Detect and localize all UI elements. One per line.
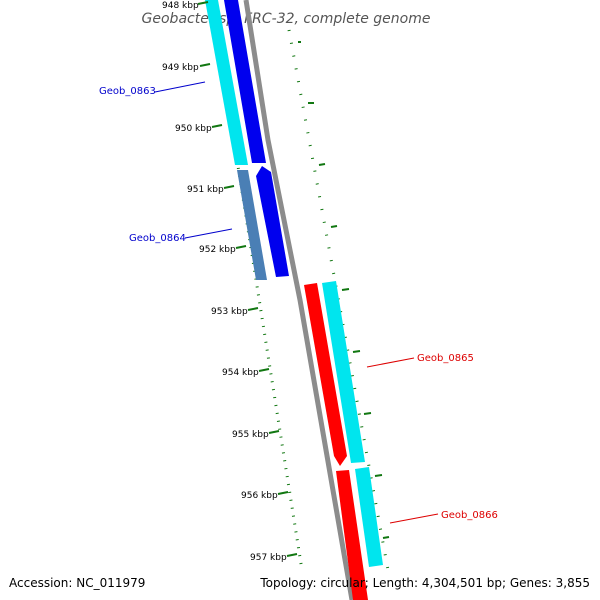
gene-label-0865[interactable]: Geob_0865 <box>417 353 474 364</box>
tick-mark <box>352 350 361 353</box>
tick-mark <box>211 124 223 128</box>
tick-label: 957 kbp <box>250 553 287 563</box>
gene-arrow-0865 <box>304 283 347 466</box>
tick-mark <box>199 63 211 67</box>
tick-label: 955 kbp <box>232 430 269 440</box>
leader-line-0865 <box>366 357 415 368</box>
gene-label-0863[interactable]: Geob_0863 <box>99 86 156 97</box>
tick-mark <box>341 288 350 291</box>
tick-mark <box>277 491 289 495</box>
cds-0866 <box>355 467 383 567</box>
gene-geob-0866[interactable] <box>336 467 383 600</box>
tick-label: 956 kbp <box>241 491 278 501</box>
tick-label: 949 kbp <box>162 63 199 73</box>
tick-mark <box>197 1 209 5</box>
leader-line-0866 <box>389 513 439 524</box>
kbp-ruler: 948 kbp 949 kbp 950 kbp 951 kbp 952 kbp … <box>162 1 298 563</box>
gene-geob-0864[interactable] <box>237 166 289 280</box>
gene-arrow-0866 <box>336 470 368 600</box>
tick-mark <box>258 368 270 372</box>
tick-mark <box>247 307 259 311</box>
accession-text: Accession: NC_011979 <box>9 576 146 590</box>
tick-label: 952 kbp <box>199 245 236 255</box>
tick-mark <box>374 474 383 477</box>
gene-geob-0863[interactable] <box>205 0 266 165</box>
gc-skew-track <box>287 29 390 571</box>
tick-label: 953 kbp <box>211 307 248 317</box>
cds-0864 <box>237 170 267 280</box>
tick-mark <box>286 553 298 557</box>
tick-mark <box>268 430 280 434</box>
tick-mark <box>382 536 390 539</box>
tick-mark <box>330 225 338 228</box>
leader-line-0863 <box>154 81 206 93</box>
tick-label: 950 kbp <box>175 124 212 134</box>
gene-arrow-0863 <box>224 0 266 163</box>
tick-mark <box>363 412 372 415</box>
tick-mark <box>235 245 247 249</box>
gene-geob-0865[interactable] <box>304 281 365 466</box>
gene-arrow-0864 <box>256 166 289 277</box>
gene-label-0864[interactable]: Geob_0864 <box>129 233 186 244</box>
tick-mark <box>223 185 235 189</box>
map-title: Geobacter sp. FRC-32, complete genome <box>142 11 431 27</box>
genome-backbone <box>243 0 355 600</box>
tick-label: 951 kbp <box>187 185 224 195</box>
cds-0865 <box>322 281 365 463</box>
tick-mark <box>318 163 326 166</box>
tick-label: 948 kbp <box>162 1 199 11</box>
cds-0863 <box>205 0 248 165</box>
leader-line-0864 <box>184 228 233 239</box>
tick-label: 954 kbp <box>222 368 259 378</box>
skew-tick-marks <box>298 41 390 539</box>
gene-label-0866[interactable]: Geob_0866 <box>441 510 498 521</box>
genome-summary-text: Topology: circular; Length: 4,304,501 bp… <box>260 576 590 590</box>
